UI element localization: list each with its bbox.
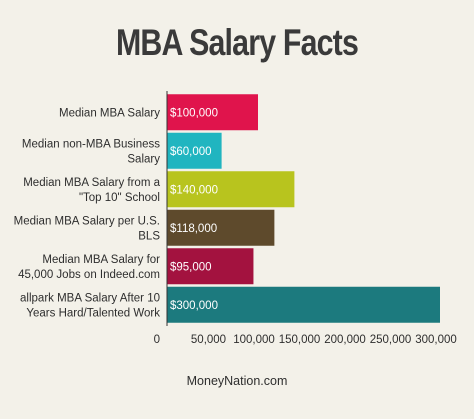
chart-title: MBA Salary Facts xyxy=(115,22,359,63)
bar-value-label-3: $118,000 xyxy=(170,223,217,235)
bar-value-label-1: $60,000 xyxy=(170,146,212,158)
x-tick-label-0: 0 xyxy=(154,334,160,346)
category-label-3: Median MBA Salary per U.S. BLS xyxy=(14,215,161,242)
x-tick-label-3: 150,000 xyxy=(279,334,321,346)
category-label-4: Median MBA Salary for 45,000 Jobs on Inde… xyxy=(18,254,160,281)
bar-1 xyxy=(167,132,222,169)
bar-5 xyxy=(167,286,440,323)
category-label-5: allpark MBA Salary After 10 Years Hard/Ta… xyxy=(20,292,160,319)
x-tick-label-5: 250,000 xyxy=(370,334,412,346)
bar-value-label-2: $140,000 xyxy=(170,184,218,196)
x-tick-label-4: 200,000 xyxy=(324,334,366,346)
x-tick-label-1: 50,000 xyxy=(191,334,226,346)
bar-value-label-4: $95,000 xyxy=(170,261,212,273)
source-label: MoneyNation.com xyxy=(186,374,288,388)
bar-4 xyxy=(167,248,254,285)
category-label-0: Median MBA Salary xyxy=(59,107,160,119)
bar-2 xyxy=(167,171,295,208)
bar-value-label-0: $100,000 xyxy=(170,107,218,119)
bar-3 xyxy=(167,209,275,246)
x-tick-label-2: 100,000 xyxy=(233,334,275,346)
bar-0 xyxy=(167,94,258,131)
category-label-2: Median MBA Salary from a "Top 10" School xyxy=(23,177,160,204)
bar-value-label-5: $300,000 xyxy=(170,300,218,312)
x-tick-label-6: 300,000 xyxy=(415,334,457,346)
category-label-1: Median non-MBA Business Salary xyxy=(22,138,160,165)
